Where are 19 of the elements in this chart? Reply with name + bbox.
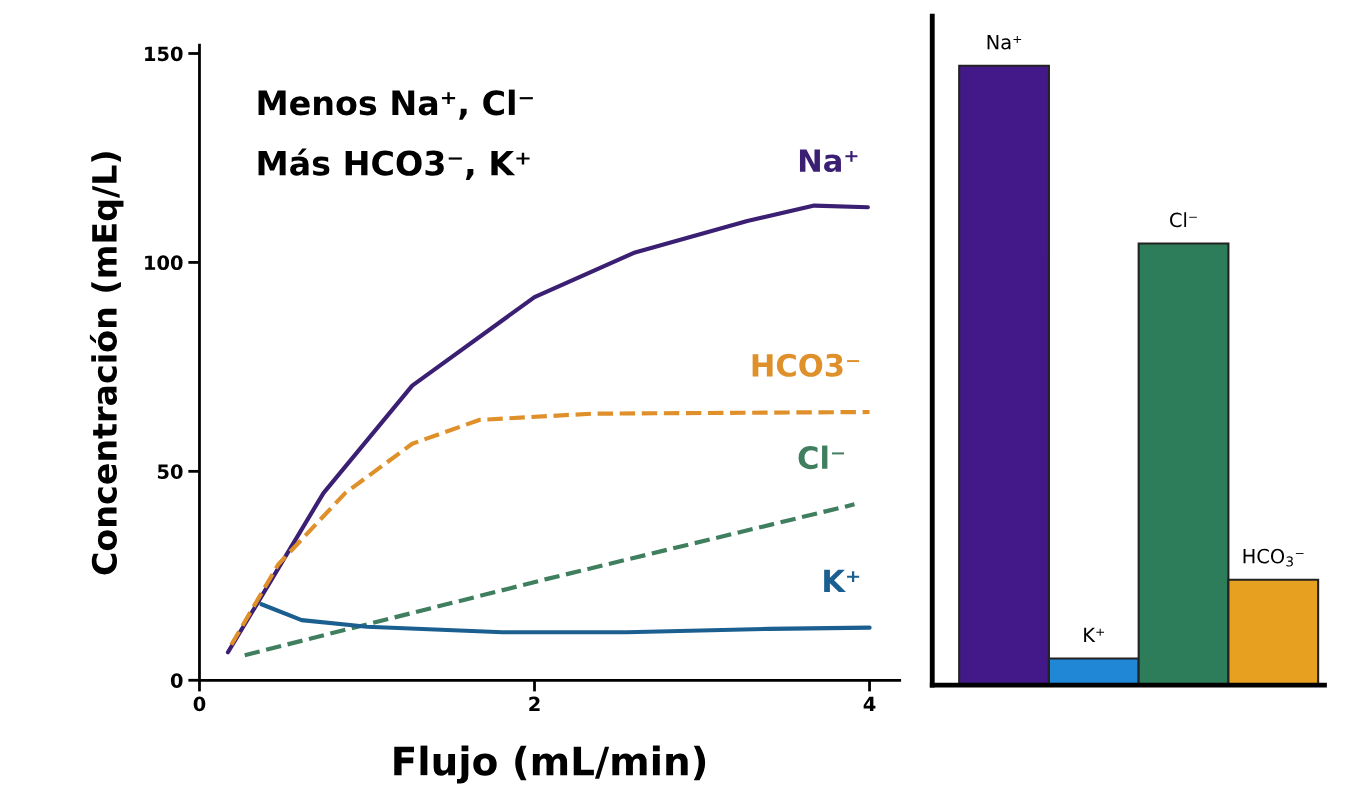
line-series <box>225 203 870 655</box>
x-tick-label: 0 <box>193 696 206 712</box>
series-label: Cl⁻ <box>798 445 845 470</box>
y-tick-label: 0 <box>170 673 183 688</box>
x-tick-label: 4 <box>863 696 876 712</box>
y-tick-label: 50 <box>157 464 183 479</box>
x-tick-label: 2 <box>529 696 540 712</box>
series-label: Na⁺ <box>799 149 858 173</box>
y-tick-label: 100 <box>145 255 183 271</box>
annotation: Más HCO3⁻, K⁺ <box>258 148 530 180</box>
series-label: HCO3⁻ <box>752 353 860 377</box>
series-label: K⁺ <box>824 569 860 593</box>
y-tick-label: 150 <box>145 46 183 62</box>
line-series <box>229 409 872 647</box>
x-axis-title: Flujo (mL/min) <box>394 745 706 784</box>
annotation: Menos Na⁺, Cl⁻ <box>258 89 533 120</box>
y-axis-title: Concentración (mEq/L) <box>89 152 124 575</box>
x-tick-label: HCO$_{3}$⁻ <box>1243 548 1304 567</box>
line-series <box>259 602 872 635</box>
